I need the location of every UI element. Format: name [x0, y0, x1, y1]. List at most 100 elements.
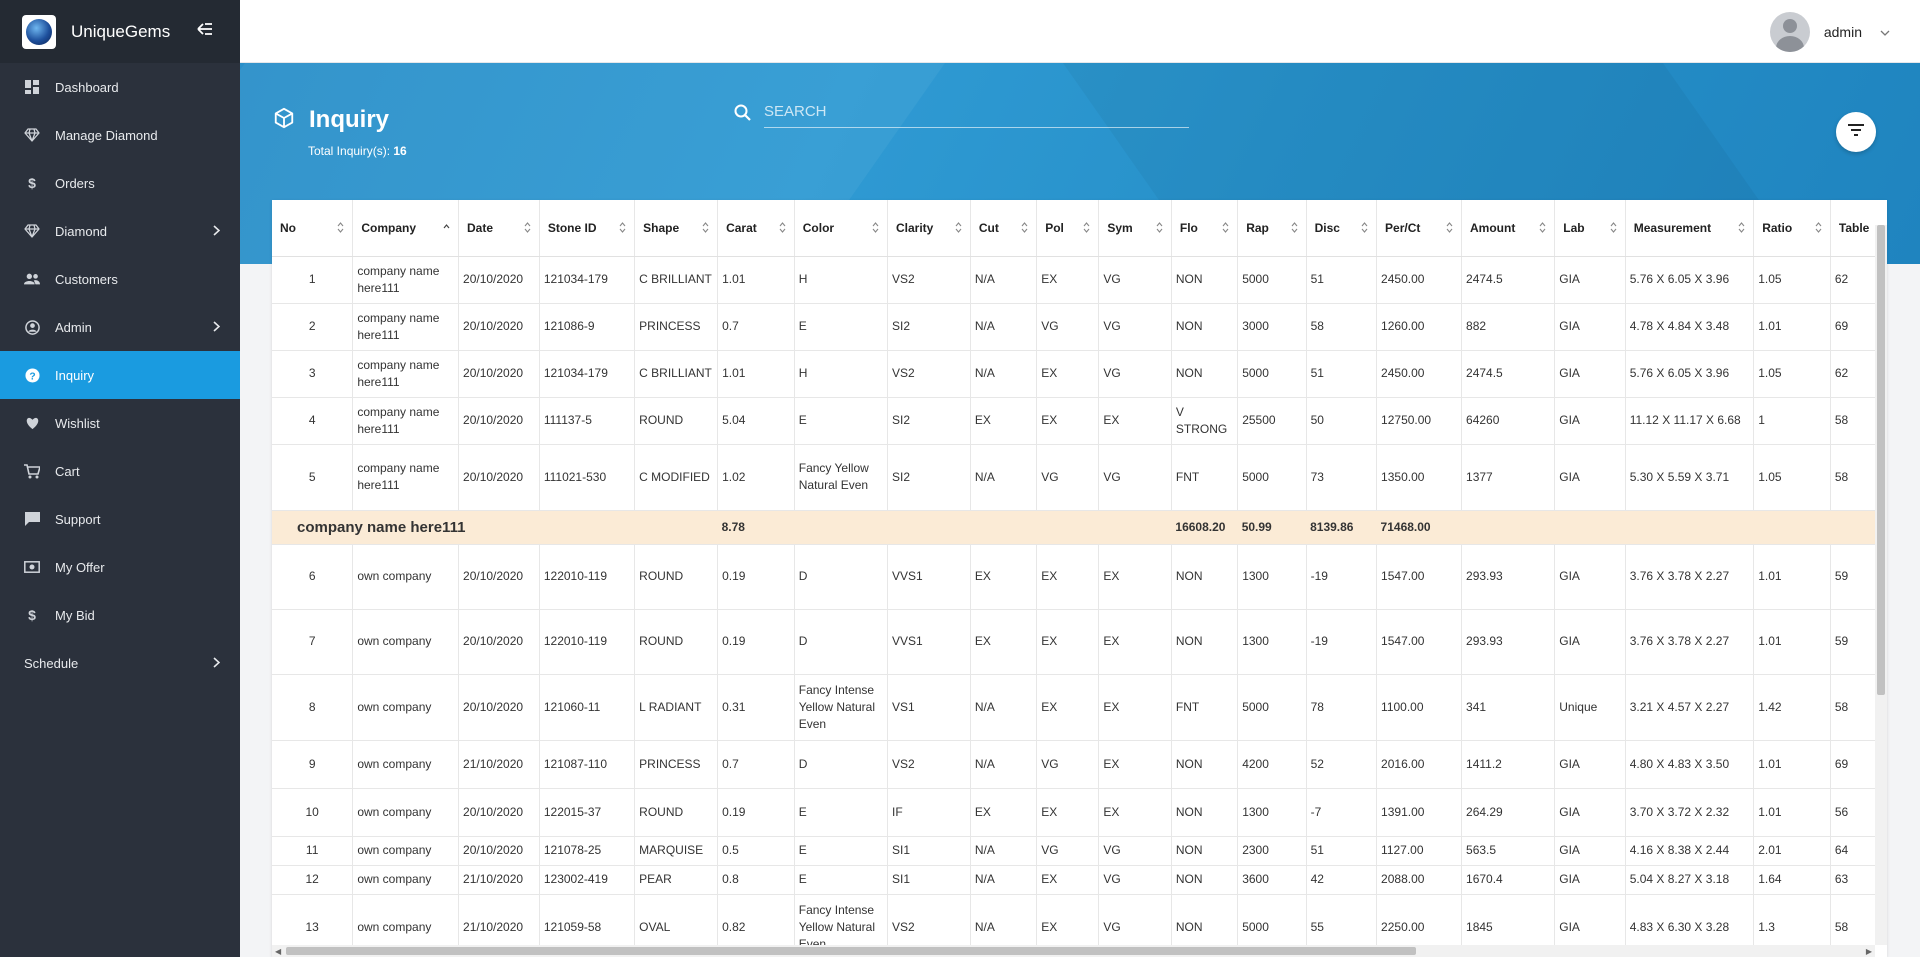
total-count: Total Inquiry(s): 16 [308, 144, 407, 158]
column-header-measurement[interactable]: Measurement [1625, 200, 1755, 257]
collapse-sidebar-icon[interactable] [197, 22, 217, 42]
column-header-stone-id[interactable]: Stone ID [539, 200, 636, 257]
column-header-label: Date [467, 220, 494, 235]
search-input[interactable] [764, 96, 1189, 128]
column-header-per-ct[interactable]: Per/Ct [1376, 200, 1463, 257]
cell-no: 7 [272, 609, 354, 675]
filter-button[interactable] [1836, 112, 1876, 152]
sidebar-item-dashboard[interactable]: Dashboard [0, 63, 240, 111]
cell-carat: 0.19 [717, 609, 795, 675]
table-row[interactable]: 5 company name here111 20/10/2020 111021-53… [272, 444, 1887, 511]
cell-carat: 1.02 [717, 444, 795, 511]
cell-company: company name here111 [352, 350, 460, 398]
column-header-flo[interactable]: Flo [1171, 200, 1239, 257]
cell-stone-id: 111021-530 [539, 444, 636, 511]
cell-color: E [794, 836, 888, 866]
table-row[interactable]: 6 own company 20/10/2020 122010-119 ROUND 0.1… [272, 544, 1887, 610]
column-header-rap[interactable]: Rap [1237, 200, 1307, 257]
group-spacer [794, 510, 1172, 545]
cell-cut: N/A [970, 674, 1038, 741]
column-header-lab[interactable]: Lab [1554, 200, 1626, 257]
cell-amount: 341 [1461, 674, 1556, 741]
cell-company: own company [352, 544, 460, 610]
cell-lab: GIA [1554, 444, 1626, 511]
cell-measurement: 5.76 X 6.05 X 3.96 [1625, 256, 1755, 304]
sidebar-item-my-bid[interactable]: $ My Bid [0, 591, 240, 639]
column-header-disc[interactable]: Disc [1306, 200, 1378, 257]
table-row[interactable]: 8 own company 20/10/2020 121060-11 L RADIANT… [272, 674, 1887, 741]
total-value: 16 [393, 144, 407, 158]
sidebar-item-support[interactable]: Support [0, 495, 240, 543]
table-row[interactable]: 9 own company 21/10/2020 121087-110 PRINCESS… [272, 740, 1887, 789]
group-total-disc: 50.99 [1237, 510, 1307, 545]
vertical-scrollbar[interactable] [1875, 225, 1887, 945]
cell-disc: 42 [1306, 865, 1378, 895]
column-header-color[interactable]: Color [794, 200, 888, 257]
column-header-no[interactable]: No [272, 200, 354, 257]
sort-icon [1361, 222, 1368, 236]
cell-clarity: VS2 [887, 740, 971, 789]
cell-disc: 52 [1306, 740, 1378, 789]
table-row[interactable]: 10 own company 20/10/2020 122015-37 ROUND 0.1… [272, 788, 1887, 837]
cell-flo: NON [1171, 303, 1239, 351]
cell-shape: ROUND [634, 544, 719, 610]
column-header-sym[interactable]: Sym [1098, 200, 1172, 257]
sidebar: UniqueGems Dashboard Manage Diamond $ Order… [0, 0, 240, 957]
cell-sym: VG [1098, 444, 1172, 511]
sidebar-item-schedule[interactable]: Schedule [0, 639, 240, 687]
cell-date: 20/10/2020 [458, 256, 540, 304]
column-header-date[interactable]: Date [458, 200, 540, 257]
cell-flo: V STRONG [1171, 397, 1239, 445]
cell-stone-id: 122015-37 [539, 788, 636, 837]
table-row[interactable]: 3 company name here111 20/10/2020 121034-17… [272, 350, 1887, 398]
sidebar-item-admin[interactable]: Admin [0, 303, 240, 351]
cell-clarity: SI1 [887, 836, 971, 866]
column-header-pol[interactable]: Pol [1036, 200, 1100, 257]
cell-carat: 0.8 [717, 865, 795, 895]
cell-flo: FNT [1171, 674, 1239, 741]
column-header-amount[interactable]: Amount [1461, 200, 1556, 257]
cell-rap: 4200 [1237, 740, 1307, 789]
cell-color: D [794, 740, 888, 789]
sidebar-item-my-offer[interactable]: My Offer [0, 543, 240, 591]
column-header-shape[interactable]: Shape [634, 200, 719, 257]
sidebar-item-cart[interactable]: Cart [0, 447, 240, 495]
sidebar-item-wishlist[interactable]: Wishlist [0, 399, 240, 447]
cell-no: 1 [272, 256, 354, 304]
sidebar-item-diamond[interactable]: Diamond [0, 207, 240, 255]
table-row[interactable]: 7 own company 20/10/2020 122010-119 ROUND 0.1… [272, 609, 1887, 675]
table-row[interactable]: 12 own company 21/10/2020 123002-419 PEAR 0.8… [272, 865, 1887, 895]
sidebar-item-label: My Offer [55, 559, 105, 575]
cell-ratio: 1 [1753, 397, 1831, 445]
column-header-ratio[interactable]: Ratio [1753, 200, 1831, 257]
cell-cut: EX [970, 788, 1038, 837]
dollar-icon: $ [28, 607, 36, 623]
sort-icon [619, 222, 626, 236]
sidebar-item-label: Admin [55, 319, 92, 335]
chevron-down-icon [1880, 23, 1890, 41]
cell-company: own company [352, 788, 460, 837]
cell-disc: 58 [1306, 303, 1378, 351]
total-label: Total Inquiry(s): [308, 144, 391, 158]
sidebar-item-manage-diamond[interactable]: Manage Diamond [0, 111, 240, 159]
column-header-company[interactable]: Company [352, 200, 460, 257]
column-header-cut[interactable]: Cut [970, 200, 1038, 257]
sort-icon [337, 222, 344, 236]
table-row[interactable]: 11 own company 20/10/2020 121078-25 MARQUISE… [272, 836, 1887, 866]
column-header-carat[interactable]: Carat [717, 200, 795, 257]
table-row[interactable]: 1 company name here111 20/10/2020 121034-17… [272, 256, 1887, 304]
horizontal-scrollbar[interactable]: ◀ ▶ [272, 945, 1875, 957]
column-header-clarity[interactable]: Clarity [887, 200, 971, 257]
cell-carat: 5.04 [717, 397, 795, 445]
cell-per-ct: 1547.00 [1376, 609, 1463, 675]
table-row[interactable]: 4 company name here111 20/10/2020 111137-5 R… [272, 397, 1887, 445]
sidebar-item-orders[interactable]: $ Orders [0, 159, 240, 207]
cell-color: E [794, 303, 888, 351]
table-row[interactable]: 2 company name here111 20/10/2020 121086-9 P… [272, 303, 1887, 351]
sidebar-item-inquiry[interactable]: ? Inquiry [0, 351, 240, 399]
sidebar-item-label: Manage Diamond [55, 127, 158, 143]
column-header-label: Company [361, 220, 417, 235]
sidebar-item-customers[interactable]: Customers [0, 255, 240, 303]
user-menu[interactable]: admin [1769, 12, 1890, 52]
cell-sym: EX [1098, 740, 1172, 789]
